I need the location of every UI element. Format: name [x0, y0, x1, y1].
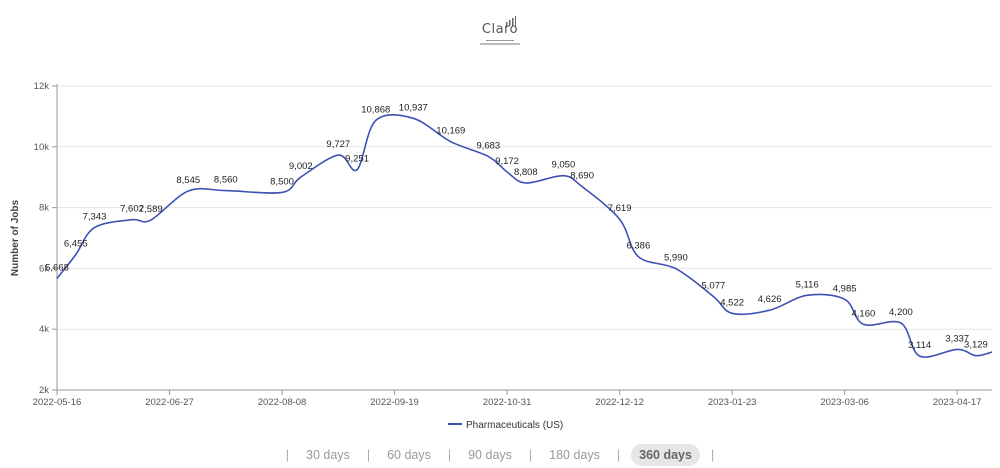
logo-tagline-mark — [480, 43, 520, 45]
data-label: 9,683 — [476, 140, 500, 151]
data-label: 4,160 — [852, 308, 876, 319]
data-label: 7,343 — [83, 212, 107, 223]
range-60-days-button[interactable]: 60 days — [387, 448, 431, 462]
series-layer — [56, 114, 993, 358]
data-label: 7,602 — [120, 204, 144, 215]
data-label: 10,169 — [436, 126, 465, 137]
legend-label[interactable]: Pharmaceuticals (US) — [466, 420, 563, 431]
y-axis-label: Number of Jobs — [10, 200, 21, 277]
y-tick-label: 8k — [39, 203, 49, 214]
y-tick-label: 6k — [39, 263, 49, 274]
data-label: 4,200 — [889, 307, 913, 318]
range-180-days-button[interactable]: 180 days — [549, 448, 600, 462]
data-label: 8,545 — [176, 175, 200, 186]
range-separator: | — [616, 448, 621, 462]
gridlines — [57, 85, 992, 391]
range-separator: | — [447, 448, 452, 462]
data-label: 10,868 — [361, 104, 390, 115]
data-label: 8,808 — [514, 167, 538, 178]
claro-logo: Claro — [470, 14, 530, 50]
data-label: 9,251 — [345, 154, 369, 165]
x-tick-label: 2022-06-27 — [145, 397, 194, 408]
data-label: 3,114 — [908, 340, 931, 351]
data-label: 10,937 — [399, 102, 428, 113]
axes: 2k 4k 6k 8k 10k 12k 2022-05-16 2022-06-27 2022-0… — [33, 81, 992, 408]
x-tick-label: 2022-09-19 — [370, 397, 419, 408]
data-label: 4,985 — [833, 283, 857, 294]
data-label: 7,619 — [608, 203, 632, 214]
data-label: 3,337 — [945, 333, 969, 344]
data-label: 4,626 — [758, 294, 782, 305]
data-label: 4,522 — [720, 297, 744, 308]
signal-bars-icon — [506, 16, 516, 26]
x-tick-label: 2023-01-23 — [708, 397, 757, 408]
range-separator: | — [285, 448, 290, 462]
logo-wordmark: Claro — [481, 22, 519, 37]
data-label: 5,116 — [796, 279, 819, 290]
x-tick-label: 2022-10-31 — [483, 397, 532, 408]
x-tick-label: 2023-04-17 — [933, 397, 982, 408]
data-label: 3,129 — [964, 340, 988, 351]
x-tick-label: 2022-12-12 — [595, 397, 644, 408]
range-360-days-button[interactable]: 360 days — [631, 444, 700, 466]
range-90-days-button[interactable]: 90 days — [468, 448, 512, 462]
data-label: 9,002 — [289, 161, 313, 172]
data-label: 6,455 — [64, 239, 88, 250]
data-label: 7,589 — [139, 204, 163, 215]
range-separator: | — [710, 448, 715, 462]
series-line-pharmaceuticals — [56, 114, 993, 358]
x-tick-label: 2022-05-16 — [33, 397, 82, 408]
legend[interactable]: Pharmaceuticals (US) — [448, 420, 563, 431]
data-label: 6,386 — [626, 241, 650, 252]
y-tick-label: 4k — [39, 324, 49, 335]
y-tick-label: 10k — [34, 142, 50, 153]
data-label: 8,690 — [570, 171, 594, 182]
range-separator: | — [366, 448, 371, 462]
x-tick-label: 2022-08-08 — [258, 397, 307, 408]
data-label: 5,990 — [664, 253, 688, 264]
range-30-days-button[interactable]: 30 days — [306, 448, 350, 462]
data-label: 9,727 — [326, 139, 350, 150]
y-tick-label: 12k — [34, 81, 50, 92]
range-selector: | 30 days | 60 days | 90 days | 180 days… — [0, 444, 1000, 466]
y-tick-label: 2k — [39, 385, 49, 396]
data-label: 5,077 — [701, 280, 725, 291]
data-label: 5,668 — [45, 262, 69, 273]
jobs-line-chart: 2k 4k 6k 8k 10k 12k 2022-05-16 2022-06-27 2022-0… — [10, 81, 993, 431]
logo-divider — [486, 40, 514, 41]
data-label: 9,050 — [551, 160, 575, 171]
x-tick-label: 2023-03-06 — [820, 397, 869, 408]
data-label: 9,172 — [495, 156, 519, 167]
data-label: 8,500 — [270, 176, 294, 187]
range-separator: | — [528, 448, 533, 462]
data-label: 8,560 — [214, 175, 238, 186]
